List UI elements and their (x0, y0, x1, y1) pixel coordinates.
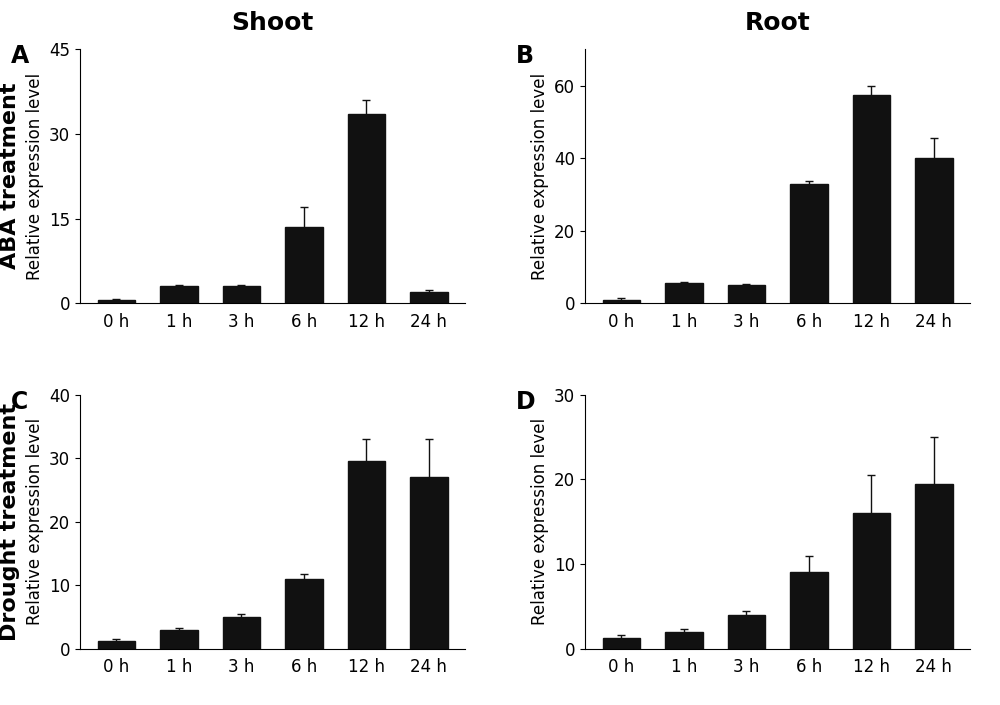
Text: Root: Root (745, 11, 810, 35)
Bar (602, 639, 640, 649)
Bar (665, 283, 702, 303)
Bar (665, 632, 702, 649)
Y-axis label: Relative expression level: Relative expression level (531, 418, 549, 625)
Text: Shoot: Shoot (231, 11, 314, 35)
Bar (728, 615, 765, 649)
Bar (222, 286, 260, 303)
Bar (285, 227, 322, 303)
Bar (348, 461, 385, 649)
Bar (98, 641, 135, 649)
Bar (915, 484, 952, 649)
Text: B: B (516, 44, 534, 68)
Bar (915, 158, 952, 303)
Bar (160, 286, 198, 303)
Text: A: A (11, 44, 29, 68)
Bar (852, 94, 890, 303)
Bar (790, 183, 828, 303)
Bar (728, 285, 765, 303)
Bar (410, 477, 448, 649)
Bar (160, 630, 198, 649)
Text: ABA treatment: ABA treatment (0, 83, 20, 269)
Bar (602, 300, 640, 303)
Bar (410, 292, 448, 303)
Y-axis label: Relative expression level: Relative expression level (26, 73, 44, 280)
Text: D: D (516, 390, 535, 414)
Y-axis label: Relative expression level: Relative expression level (26, 418, 44, 625)
Bar (285, 579, 322, 649)
Text: C: C (11, 390, 28, 414)
Bar (222, 617, 260, 649)
Y-axis label: Relative expression level: Relative expression level (531, 73, 549, 280)
Bar (98, 300, 135, 303)
Bar (348, 114, 385, 303)
Bar (852, 513, 890, 649)
Bar (790, 572, 828, 649)
Text: Drought treatment: Drought treatment (0, 403, 20, 641)
